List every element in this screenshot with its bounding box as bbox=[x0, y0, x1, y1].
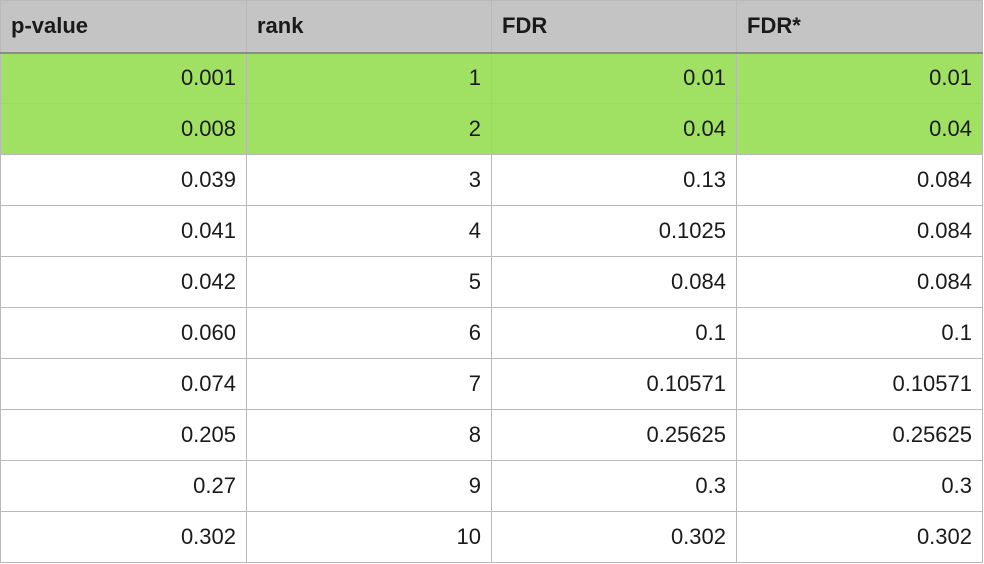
table-cell-p-value[interactable]: 0.041 bbox=[0, 205, 247, 257]
table-cell-fdr-star[interactable]: 0.25625 bbox=[736, 409, 983, 461]
table-row: 0.27 9 0.3 0.3 bbox=[0, 460, 983, 512]
table-cell-rank[interactable]: 10 bbox=[246, 511, 492, 563]
table-row: 0.042 5 0.084 0.084 bbox=[0, 256, 983, 308]
table-cell-fdr[interactable]: 0.3 bbox=[491, 460, 737, 512]
table-row: 0.205 8 0.25625 0.25625 bbox=[0, 409, 983, 461]
table-row: 0.302 10 0.302 0.302 bbox=[0, 511, 983, 563]
table-cell-fdr[interactable]: 0.1025 bbox=[491, 205, 737, 257]
table-body: 0.001 1 0.01 0.01 0.008 2 0.04 0.04 0.03… bbox=[0, 52, 983, 563]
table-cell-fdr-star[interactable]: 0.10571 bbox=[736, 358, 983, 410]
table-cell-rank[interactable]: 4 bbox=[246, 205, 492, 257]
table-cell-p-value[interactable]: 0.074 bbox=[0, 358, 247, 410]
header-row-group: p-value rank FDR FDR* bbox=[0, 0, 983, 54]
table-cell-rank[interactable]: 7 bbox=[246, 358, 492, 410]
table-cell-p-value[interactable]: 0.27 bbox=[0, 460, 247, 512]
table-row: 0.060 6 0.1 0.1 bbox=[0, 307, 983, 359]
header-cell-fdr[interactable]: FDR bbox=[491, 0, 737, 54]
table-cell-rank[interactable]: 9 bbox=[246, 460, 492, 512]
table-cell-fdr[interactable]: 0.084 bbox=[491, 256, 737, 308]
table-cell-fdr[interactable]: 0.25625 bbox=[491, 409, 737, 461]
header-cell-fdr-star[interactable]: FDR* bbox=[736, 0, 983, 54]
table-cell-p-value[interactable]: 0.039 bbox=[0, 154, 247, 206]
table-row: 0.008 2 0.04 0.04 bbox=[0, 103, 983, 155]
table-cell-fdr-star[interactable]: 0.084 bbox=[736, 205, 983, 257]
header-cell-p-value[interactable]: p-value bbox=[0, 0, 247, 54]
table-cell-p-value[interactable]: 0.001 bbox=[0, 52, 247, 104]
table-cell-fdr[interactable]: 0.01 bbox=[491, 52, 737, 104]
table-cell-fdr-star[interactable]: 0.01 bbox=[736, 52, 983, 104]
header-cell-rank[interactable]: rank bbox=[246, 0, 492, 54]
table-cell-fdr[interactable]: 0.04 bbox=[491, 103, 737, 155]
table-cell-rank[interactable]: 2 bbox=[246, 103, 492, 155]
table-cell-fdr-star[interactable]: 0.04 bbox=[736, 103, 983, 155]
table-row: 0.074 7 0.10571 0.10571 bbox=[0, 358, 983, 410]
table-row: 0.041 4 0.1025 0.084 bbox=[0, 205, 983, 257]
table-row: 0.001 1 0.01 0.01 bbox=[0, 52, 983, 104]
table-cell-fdr-star[interactable]: 0.084 bbox=[736, 256, 983, 308]
table-cell-fdr[interactable]: 0.1 bbox=[491, 307, 737, 359]
table-cell-p-value[interactable]: 0.060 bbox=[0, 307, 247, 359]
table-cell-rank[interactable]: 6 bbox=[246, 307, 492, 359]
table-cell-rank[interactable]: 1 bbox=[246, 52, 492, 104]
table-cell-p-value[interactable]: 0.302 bbox=[0, 511, 247, 563]
table-cell-fdr-star[interactable]: 0.302 bbox=[736, 511, 983, 563]
table-cell-fdr[interactable]: 0.13 bbox=[491, 154, 737, 206]
table-cell-rank[interactable]: 5 bbox=[246, 256, 492, 308]
table-cell-p-value[interactable]: 0.042 bbox=[0, 256, 247, 308]
table-cell-rank[interactable]: 8 bbox=[246, 409, 492, 461]
table-cell-fdr[interactable]: 0.10571 bbox=[491, 358, 737, 410]
table-cell-fdr-star[interactable]: 0.1 bbox=[736, 307, 983, 359]
table-cell-p-value[interactable]: 0.008 bbox=[0, 103, 247, 155]
table-cell-fdr[interactable]: 0.302 bbox=[491, 511, 737, 563]
table-cell-fdr-star[interactable]: 0.084 bbox=[736, 154, 983, 206]
table-cell-rank[interactable]: 3 bbox=[246, 154, 492, 206]
table-row: 0.039 3 0.13 0.084 bbox=[0, 154, 983, 206]
table-cell-fdr-star[interactable]: 0.3 bbox=[736, 460, 983, 512]
header-row: p-value rank FDR FDR* bbox=[0, 0, 983, 54]
table-cell-p-value[interactable]: 0.205 bbox=[0, 409, 247, 461]
